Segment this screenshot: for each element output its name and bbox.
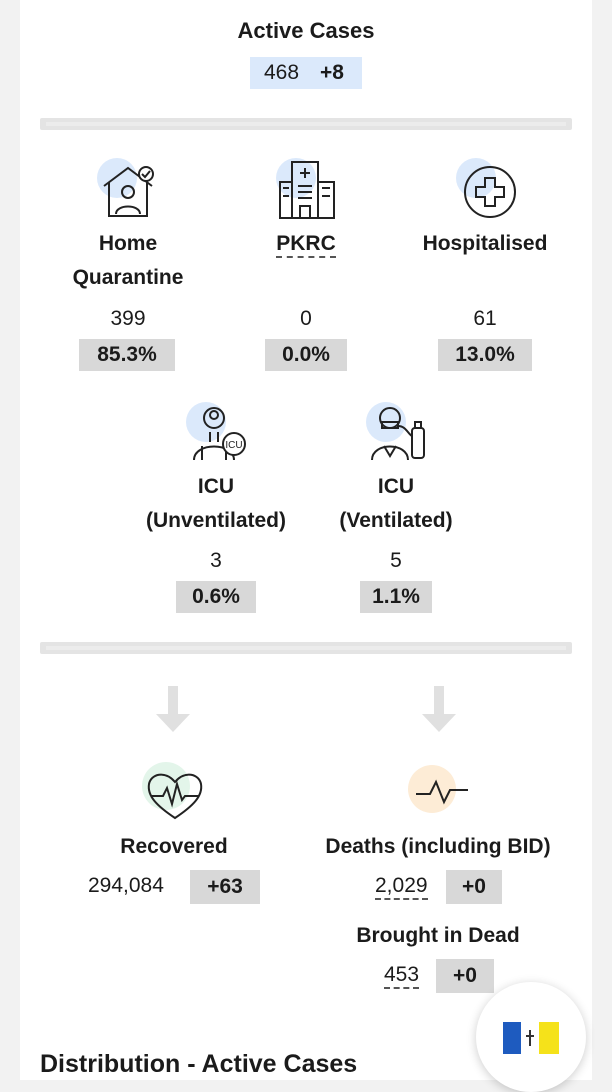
down-arrow-icon <box>422 686 456 732</box>
hospitalised-percent: 13.0% <box>438 339 532 371</box>
active-cases-chip: 468 +8 <box>250 57 362 89</box>
deaths-count[interactable]: 2,029 <box>375 874 428 900</box>
ventilated-patient-icon <box>371 407 425 461</box>
recovered-count: 294,084 <box>88 874 164 897</box>
medical-cross-icon <box>464 166 516 218</box>
pkrc-count: 0 <box>300 307 312 330</box>
icu-ventilated-label-1: ICU <box>377 475 415 498</box>
pkrc-label-text[interactable]: PKRC <box>276 232 336 258</box>
brought-in-dead-delta: +0 <box>436 959 494 993</box>
active-cases-count: 468 <box>264 61 300 84</box>
home-quarantine-label-2: Quarantine <box>72 266 184 289</box>
deaths-delta: +0 <box>446 870 502 904</box>
icu-ventilated-percent: 1.1% <box>360 581 432 613</box>
pkrc-percent: 0.0% <box>265 339 347 371</box>
heartbeat-icon <box>147 773 203 820</box>
down-arrow-icon <box>156 686 190 732</box>
icu-unventilated-label-1: ICU <box>197 475 235 498</box>
recovered-label: Recovered <box>120 835 228 858</box>
icu-badge-text: ICU <box>225 440 242 451</box>
hospitalised-count: 61 <box>473 307 497 330</box>
icon-bg <box>142 762 190 810</box>
hospitalised-label: Hospitalised <box>422 232 548 255</box>
brought-in-dead-label: Brought in Dead <box>356 924 520 947</box>
section-divider <box>40 118 572 130</box>
pkrc-label: PKRC <box>226 227 386 261</box>
home-quarantine-percent: 85.3% <box>79 339 175 371</box>
distribution-section-title: Distribution - Active Cases <box>40 1050 358 1078</box>
icu-ventilated-label-2: (Ventilated) <box>339 509 453 532</box>
hospital-building-icon <box>279 161 335 219</box>
deaths-count-wrap: 2,029 <box>375 874 428 900</box>
bid-count-wrap: 453 <box>384 963 420 989</box>
brought-in-dead-count[interactable]: 453 <box>384 963 420 989</box>
recovered-delta: +63 <box>190 870 260 904</box>
active-cases-title: Active Cases <box>237 18 375 43</box>
active-cases-delta: +8 <box>320 61 344 84</box>
state-flag-icon <box>503 1022 559 1054</box>
home-quarantine-icon <box>103 166 154 217</box>
home-quarantine-count: 399 <box>110 307 146 330</box>
section-divider <box>40 642 572 654</box>
icu-unventilated-label-2: (Unventilated) <box>145 509 286 532</box>
home-quarantine-label-1: Home <box>98 232 158 255</box>
icu-ventilated-count: 5 <box>390 549 402 572</box>
icu-unventilated-count: 3 <box>210 549 222 572</box>
icu-unventilated-percent: 0.6% <box>176 581 256 613</box>
pulse-line-icon <box>416 779 468 805</box>
icu-doctor-icon: ICU <box>193 407 246 461</box>
icon-bg <box>97 158 137 198</box>
deaths-label: Deaths (including BID) <box>325 835 551 858</box>
state-selector-button[interactable] <box>476 982 586 1092</box>
